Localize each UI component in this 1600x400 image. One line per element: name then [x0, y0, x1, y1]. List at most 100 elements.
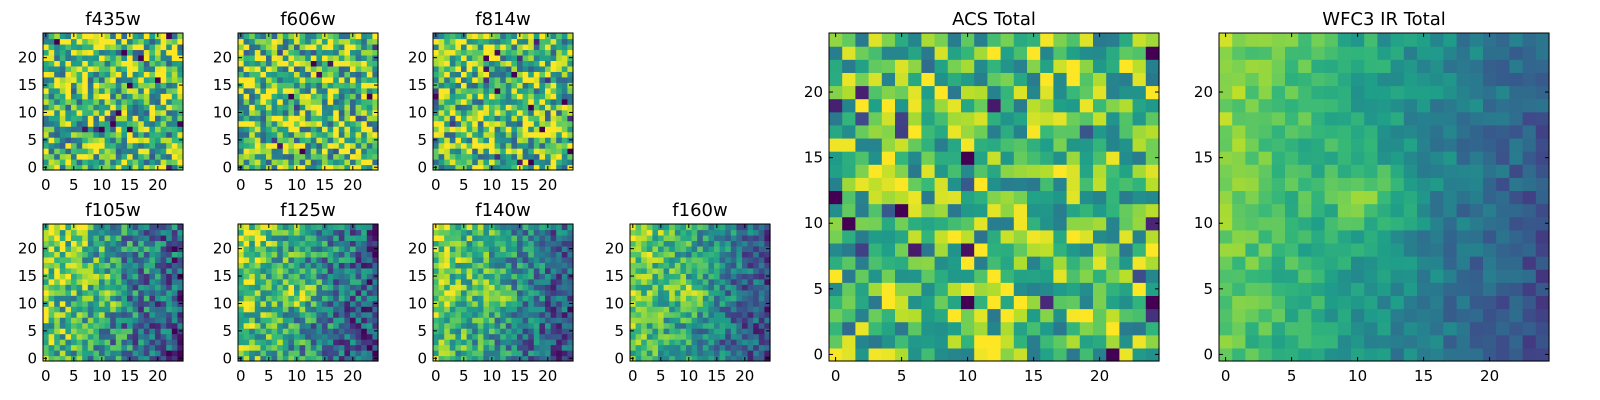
heatmap-cell [522, 49, 529, 56]
heatmap-cell [477, 262, 484, 269]
heatmap-cell [1066, 256, 1081, 270]
heatmap-cell [149, 284, 156, 291]
heatmap-cell [355, 328, 362, 335]
heatmap-cell [166, 43, 173, 51]
heatmap-cell [539, 131, 546, 138]
heatmap-cell [461, 76, 468, 83]
heatmap-cell [505, 49, 512, 56]
heatmap-cell [550, 33, 557, 40]
heatmap-cell [177, 71, 184, 78]
heatmap-cell [177, 43, 184, 51]
heatmap-cell [316, 82, 323, 89]
heatmap-cell [511, 131, 518, 138]
heatmap-cell [494, 76, 501, 83]
heatmap-cell [355, 278, 362, 285]
heatmap-cell [143, 93, 150, 100]
heatmap-cell [54, 60, 61, 67]
heatmap-cell [132, 229, 139, 236]
heatmap-cell [517, 350, 524, 357]
heatmap-cell [466, 49, 473, 56]
heatmap-cell [238, 267, 245, 274]
heatmap-cell [48, 137, 55, 144]
heatmap-cell [238, 317, 245, 324]
heatmap-cell [545, 256, 552, 263]
heatmap-cell [344, 98, 351, 105]
heatmap-cell [299, 256, 306, 263]
heatmap-cell [243, 148, 250, 155]
heatmap-cell [489, 240, 496, 247]
heatmap-cell [138, 126, 145, 133]
heatmap-cell [166, 137, 173, 144]
heatmap-cell [545, 142, 552, 149]
heatmap-cell [1093, 334, 1107, 349]
heatmap-cell [708, 262, 715, 269]
heatmap-cell [65, 43, 72, 51]
heatmap-cell [567, 262, 574, 269]
heatmap-cell [271, 71, 278, 78]
heatmap-cell [65, 289, 72, 296]
heatmap-cell [1013, 190, 1028, 205]
heatmap-cell [947, 242, 962, 257]
heatmap-cell [115, 87, 122, 94]
heatmap-cell [310, 76, 317, 83]
heatmap-cell [533, 60, 540, 67]
heatmap-cell [691, 311, 698, 318]
heatmap-cell [466, 109, 473, 116]
heatmap-cell [344, 33, 351, 40]
heatmap-cell [674, 273, 681, 280]
heatmap-cell [697, 350, 704, 357]
heatmap-cell [444, 284, 451, 291]
heatmap-cell [517, 104, 524, 111]
heatmap-cell [725, 234, 732, 242]
heatmap-cell [674, 224, 681, 231]
heatmap-cell [556, 229, 563, 236]
heatmap-cell [327, 256, 334, 263]
heatmap-cell [730, 355, 737, 362]
heatmap-cell [143, 284, 150, 291]
heatmap-cell [99, 306, 106, 313]
heatmap-cell [294, 229, 301, 236]
heatmap-cell [1066, 242, 1081, 257]
heatmap-cell [561, 311, 568, 318]
heatmap-cell [305, 76, 312, 83]
heatmap-cell [697, 267, 704, 274]
heatmap-cell [697, 328, 704, 335]
heatmap-cell [333, 115, 340, 122]
heatmap-cell [539, 87, 546, 94]
heatmap-cell [76, 229, 83, 236]
heatmap-cell [48, 115, 55, 122]
heatmap-cell [719, 333, 726, 340]
heatmap-cell [829, 295, 843, 310]
heatmap-cell [366, 87, 373, 94]
heatmap-cell [758, 240, 765, 247]
heatmap-cell [366, 49, 373, 56]
heatmap-cell [243, 289, 250, 296]
heatmap-cell [472, 109, 479, 116]
heatmap-cell [522, 87, 529, 94]
heatmap-cell [466, 339, 473, 346]
heatmap-cell [288, 273, 295, 280]
heatmap-cell [372, 153, 379, 160]
heatmap-cell [132, 82, 139, 89]
heatmap-cell [449, 311, 456, 318]
heatmap-cell [1119, 190, 1134, 205]
heatmap-cell [881, 334, 896, 349]
heatmap-cell [669, 333, 676, 340]
heatmap-cell [99, 267, 106, 274]
heatmap-cell [533, 311, 540, 318]
heatmap-cell [171, 311, 178, 318]
heatmap-cell [438, 317, 445, 324]
x-tick-label: 20 [343, 367, 362, 385]
heatmap-cell [433, 322, 440, 329]
heatmap-cell [344, 115, 351, 122]
heatmap-cell [143, 240, 150, 247]
heatmap-cell [87, 120, 94, 127]
heatmap-cell [65, 148, 72, 155]
heatmap-cell [758, 311, 765, 318]
heatmap-cell [511, 278, 518, 285]
heatmap-cell [747, 245, 754, 252]
heatmap-cell [1013, 177, 1028, 192]
heatmap-cell [1000, 321, 1015, 336]
heatmap-cell [93, 137, 100, 144]
heatmap-cell [702, 229, 709, 236]
